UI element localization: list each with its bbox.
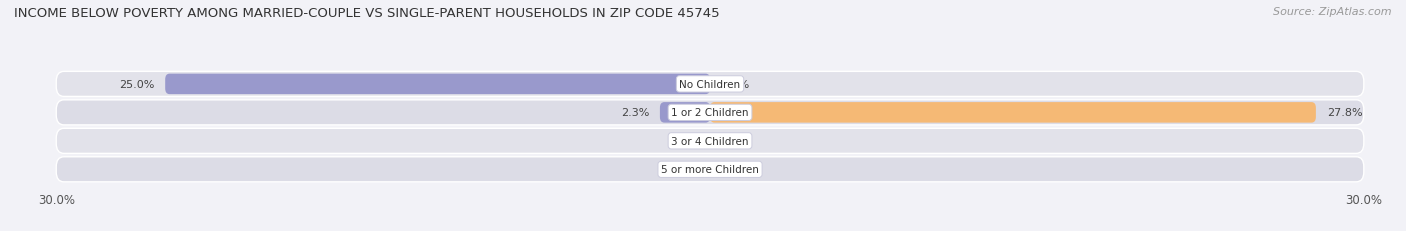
Text: 1 or 2 Children: 1 or 2 Children [671,108,749,118]
Text: No Children: No Children [679,79,741,89]
Text: 0.0%: 0.0% [671,136,699,146]
Text: 27.8%: 27.8% [1327,108,1362,118]
Text: 0.0%: 0.0% [721,79,749,89]
FancyBboxPatch shape [56,157,1364,182]
FancyBboxPatch shape [710,103,1316,123]
Text: INCOME BELOW POVERTY AMONG MARRIED-COUPLE VS SINGLE-PARENT HOUSEHOLDS IN ZIP COD: INCOME BELOW POVERTY AMONG MARRIED-COUPL… [14,7,720,20]
Text: 0.0%: 0.0% [721,136,749,146]
FancyBboxPatch shape [56,100,1364,125]
Text: 3 or 4 Children: 3 or 4 Children [671,136,749,146]
Text: Source: ZipAtlas.com: Source: ZipAtlas.com [1274,7,1392,17]
Text: 5 or more Children: 5 or more Children [661,165,759,175]
FancyBboxPatch shape [659,103,710,123]
FancyBboxPatch shape [166,74,710,95]
FancyBboxPatch shape [56,72,1364,97]
Text: 0.0%: 0.0% [671,165,699,175]
Text: 2.3%: 2.3% [620,108,650,118]
Text: 25.0%: 25.0% [120,79,155,89]
FancyBboxPatch shape [56,129,1364,154]
Text: 0.0%: 0.0% [721,165,749,175]
